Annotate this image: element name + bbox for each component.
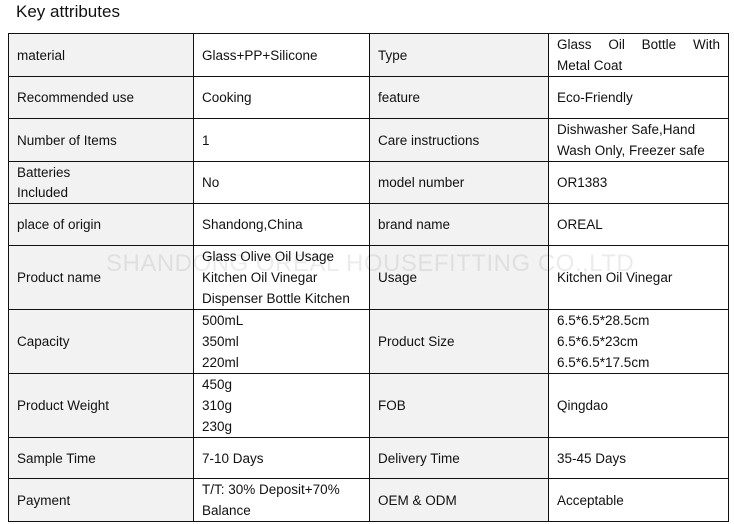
attribute-value: Glass Oil Bottle With Metal Coat (548, 33, 729, 77)
attribute-value: Acceptable (548, 478, 729, 522)
attribute-label: Capacity (8, 309, 194, 374)
attribute-value: T/T: 30% Deposit+70% Balance (193, 478, 370, 522)
value-line: 1 (202, 132, 210, 148)
value-line: Shandong,China (202, 217, 303, 232)
table-row: Product name Glass Olive Oil Usage Kitchen… (8, 245, 729, 310)
value-line: No (202, 175, 220, 190)
attribute-value: OR1383 (548, 161, 729, 204)
attribute-label: model number (369, 161, 549, 204)
attribute-value: Cooking (193, 76, 370, 119)
value-line: Balance (202, 503, 251, 518)
value-line: 220ml (202, 355, 239, 370)
value-line: 6.5*6.5*17.5cm (557, 355, 650, 370)
attribute-label: Product Size (369, 309, 549, 374)
value-line: 6.5*6.5*23cm (557, 334, 639, 349)
value-line: Acceptable (557, 492, 624, 508)
attribute-label: Delivery Time (369, 437, 549, 479)
value-line: OR1383 (557, 175, 608, 190)
attribute-label: Sample Time (8, 437, 194, 479)
attribute-value: 35-45 Days (548, 437, 729, 479)
attribute-value: 500mL 350ml 220ml (193, 309, 370, 374)
attribute-label: feature (369, 76, 549, 119)
attribute-value: 450g 310g 230g (193, 373, 370, 438)
table-row: Capacity 500mL 350ml 220ml Product Size 6.5*6… (8, 309, 729, 374)
value-line: 450g (202, 377, 233, 392)
table-row: material Glass+PP+Silicone Type Glass Oil B… (8, 33, 729, 77)
table-row: place of origin Shandong,China brand name O… (8, 203, 729, 246)
attribute-value: Dishwasher Safe,Hand Wash Only, Freezer s… (548, 118, 729, 162)
value-line: 500mL (202, 313, 244, 328)
value-line: 35-45 Days (557, 450, 627, 466)
value-line: 350ml (202, 334, 239, 349)
attribute-label: Care instructions (369, 118, 549, 162)
attribute-value: No (193, 161, 370, 204)
value-line: Eco-Friendly (557, 90, 633, 105)
attribute-label: OEM & ODM (369, 478, 549, 522)
attribute-value: Kitchen Oil Vinegar (548, 245, 729, 310)
value-line: 7-10 Days (202, 450, 264, 466)
value-line: 6.5*6.5*28.5cm (557, 313, 650, 328)
attribute-label: FOB (369, 373, 549, 438)
value-line: OREAL (557, 217, 603, 232)
attribute-label: Usage (369, 245, 549, 310)
value-line: Cooking (202, 90, 252, 105)
table-row: Payment T/T: 30% Deposit+70% Balance OEM & … (8, 478, 729, 522)
attribute-value: Eco-Friendly (548, 76, 729, 119)
attribute-label: Batteries Included (8, 161, 194, 204)
value-line: Wash Only, Freezer safe (557, 143, 705, 158)
table-row: Batteries Included No model number OR1383 (8, 161, 729, 204)
attribute-label: material (8, 33, 194, 77)
attribute-label: place of origin (8, 203, 194, 246)
attribute-value: Glass Olive Oil Usage Kitchen Oil Vinegar… (193, 245, 370, 310)
attribute-label: Number of Items (8, 118, 194, 162)
value-line: 230g (202, 419, 233, 434)
table-row: Number of Items 1 Care instructions Dishwas… (8, 118, 729, 162)
attribute-value: 7-10 Days (193, 437, 370, 479)
table-row: Sample Time 7-10 Days Delivery Time 35-45 D… (8, 437, 729, 479)
value-line: Dishwasher Safe,Hand (557, 122, 696, 137)
value-line: 310g (202, 398, 233, 413)
value-line: Glass Oil Bottle With (557, 37, 720, 52)
value-line: Metal Coat (557, 58, 623, 73)
attribute-label: Payment (8, 478, 194, 522)
value-line: Glass+PP+Silicone (202, 47, 318, 63)
value-line: Kitchen Oil Vinegar (557, 270, 673, 285)
table-row: Product Weight 450g 310g 230g FOB Qingdao (8, 373, 729, 438)
attribute-value: Shandong,China (193, 203, 370, 246)
table-row: Recommended use Cooking feature Eco-Friendl… (8, 76, 729, 119)
attribute-value: 6.5*6.5*28.5cm 6.5*6.5*23cm 6.5*6.5*17.5cm (548, 309, 729, 374)
value-line: Dispenser Bottle Kitchen (202, 291, 350, 306)
attribute-label: Recommended use (8, 76, 194, 119)
attribute-label: brand name (369, 203, 549, 246)
attribute-label: Product Weight (8, 373, 194, 438)
attribute-value: OREAL (548, 203, 729, 246)
value-line: T/T: 30% Deposit+70% (202, 482, 340, 497)
key-attributes-table: material Glass+PP+Silicone Type Glass Oil B… (8, 33, 729, 522)
value-line: Glass Olive Oil Usage (202, 249, 335, 264)
attribute-value: 1 (193, 118, 370, 162)
attribute-label: Type (369, 33, 549, 77)
value-line: Qingdao (557, 398, 609, 413)
section-title: Key attributes (16, 2, 120, 21)
attribute-value: Glass+PP+Silicone (193, 33, 370, 77)
attribute-label: Product name (8, 245, 194, 310)
attribute-value: Qingdao (548, 373, 729, 438)
value-line: Kitchen Oil Vinegar (202, 270, 318, 285)
